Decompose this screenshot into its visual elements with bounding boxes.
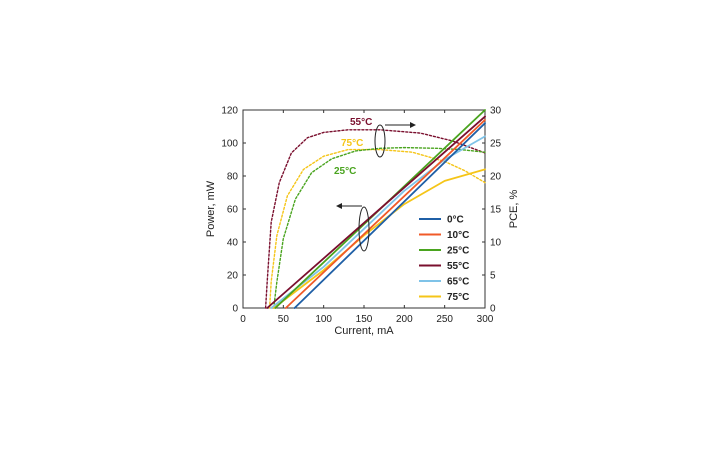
x-tick-label: 150: [356, 314, 373, 325]
y-right-tick-label: 0: [490, 304, 496, 315]
y-right-tick-label: 5: [490, 271, 496, 282]
y-left-tick-label: 20: [227, 271, 239, 282]
y-axis-left-label: Power, mW: [205, 180, 217, 237]
x-tick-label: 250: [436, 314, 453, 325]
y-left-tick-label: 60: [227, 205, 239, 216]
pce-line-7: [268, 148, 486, 309]
y-left-tick-label: 0: [232, 304, 238, 315]
annotation-75c: 75°C: [341, 138, 363, 149]
legend-label: 10°C: [447, 230, 469, 241]
y-right-tick-label: 15: [490, 205, 502, 216]
power-group-ellipse: [358, 206, 370, 252]
y-right-tick-label: 30: [490, 106, 502, 117]
x-tick-label: 300: [477, 314, 494, 325]
x-tick-label: 50: [278, 314, 290, 325]
legend-label: 65°C: [447, 277, 469, 288]
y-left-tick-label: 80: [227, 172, 239, 183]
ticks: 0 50 100 150 200 250 3000204060801001200510152…: [221, 106, 501, 326]
power-line-5: [272, 168, 486, 309]
power-line-3: [266, 115, 486, 309]
pce-line-6: [264, 129, 486, 309]
annotation-25c: 25°C: [334, 166, 356, 177]
legend-label: 0°C: [447, 215, 464, 226]
pce-line-8: [273, 146, 486, 309]
x-tick-label: 0: [240, 314, 246, 325]
x-tick-label: 200: [396, 314, 413, 325]
y-right-tick-label: 10: [490, 238, 502, 249]
y-right-tick-label: 25: [490, 139, 502, 150]
y-left-tick-label: 40: [227, 238, 239, 249]
series-group: [264, 109, 486, 309]
x-tick-label: 100: [315, 314, 332, 325]
arrow-left-head: [336, 203, 342, 209]
y-left-tick-label: 120: [221, 106, 238, 117]
x-axis-label: Current, mA: [334, 325, 394, 337]
power-line-0: [293, 122, 486, 309]
y-axis-right-label: PCE, %: [508, 190, 520, 229]
legend-label: 75°C: [447, 292, 469, 303]
legend-label: 25°C: [447, 246, 469, 257]
legend: 0°C 10°C 25°C 55°C 65°C 75°C: [419, 215, 469, 303]
annotation-55c: 55°C: [350, 117, 372, 128]
pce-group-ellipse: [374, 124, 386, 158]
arrow-right-head: [410, 122, 416, 128]
legend-label: 55°C: [447, 261, 469, 272]
power-line-1: [284, 119, 486, 309]
y-right-tick-label: 20: [490, 172, 502, 183]
y-left-tick-label: 100: [221, 139, 238, 150]
